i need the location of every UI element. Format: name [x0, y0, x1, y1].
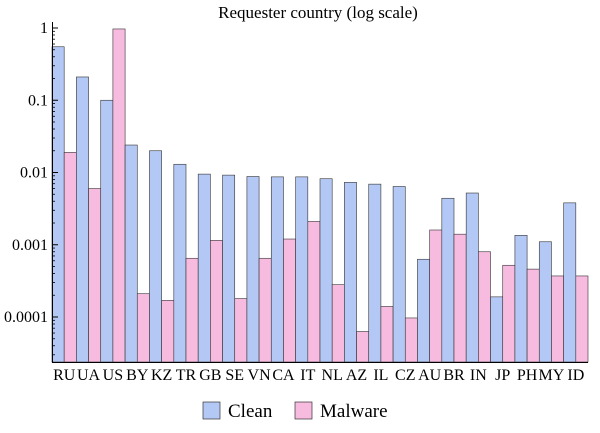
x-tick-label-kz: KZ [151, 367, 172, 384]
x-tick-label-ph: PH [517, 367, 538, 384]
bar-clean-by [124, 144, 138, 363]
x-tick-label-nl: NL [322, 367, 343, 384]
bar-malware-az [356, 331, 370, 363]
x-tick-label-au: AU [418, 367, 442, 384]
bar-malware-ru [63, 152, 77, 363]
x-tick-label-gb: GB [199, 367, 221, 384]
bar-malware-jp [502, 264, 516, 363]
x-tick-label-ca: CA [272, 367, 295, 384]
bar-clean-ca [270, 176, 284, 363]
x-tick-label-vn: VN [248, 367, 272, 384]
bar-malware-us [112, 28, 126, 363]
plot-area [51, 28, 589, 363]
bar-clean-vn [246, 176, 260, 363]
bar-malware-ua [88, 188, 102, 363]
bar-malware-in [478, 251, 491, 363]
x-axis: RU UA US BY KZ TR GB SE VN CA IT NL AZ IL CZ AU BR IN JP PH… [52, 362, 588, 384]
legend-swatch-malware [294, 401, 313, 420]
bar-clean-it [295, 176, 309, 363]
x-tick-label-il: IL [373, 367, 388, 384]
legend: Clean Malware [202, 401, 388, 422]
bar-clean-my [538, 241, 552, 363]
x-tick-label-se: SE [225, 367, 244, 384]
y-tick-label: 0.1 [28, 92, 48, 109]
x-tick-label-my: MY [539, 367, 565, 384]
x-tick-label-az: AZ [346, 367, 367, 384]
bar-malware-ph [526, 268, 540, 363]
bar-clean-tr [173, 163, 187, 363]
bar-malware-ca [283, 238, 296, 363]
legend-label-malware: Malware [320, 401, 388, 422]
bar-clean-id [563, 202, 577, 363]
y-tick-label: 0.001 [12, 237, 48, 254]
x-tick-label-ru: RU [53, 367, 76, 384]
bar-malware-kz [161, 300, 175, 363]
x-tick-label-in: IN [470, 367, 487, 384]
bar-clean-us [100, 99, 114, 363]
x-tick-label-us: US [103, 367, 123, 384]
legend-label-clean: Clean [228, 401, 273, 422]
y-tick-label: 1 [40, 20, 48, 37]
bar-malware-nl [331, 284, 345, 363]
bar-malware-my [551, 275, 564, 363]
bar-malware-il [380, 306, 394, 363]
x-tick-label-by: BY [126, 367, 149, 384]
bar-clean-ua [76, 76, 89, 363]
bar-clean-az [344, 182, 357, 363]
y-tick-label: 0.01 [20, 165, 48, 182]
bar-clean-br [441, 197, 455, 363]
x-tick-label-jp: JP [495, 367, 510, 384]
bar-clean-ru [51, 46, 65, 363]
bar-malware-au [429, 229, 443, 363]
x-tick-label-ua: UA [77, 367, 101, 384]
bar-clean-ph [514, 235, 528, 363]
bar-clean-jp [490, 296, 504, 363]
bar-clean-in [465, 192, 479, 363]
bar-clean-cz [392, 186, 406, 363]
chart-title: Requester country (log scale) [218, 3, 418, 22]
x-tick-label-br: BR [443, 367, 465, 384]
y-axis: 1 0.1 0.01 0.001 0.0001 [4, 20, 58, 362]
x-tick-label-it: IT [300, 367, 315, 384]
bar-malware-tr [185, 257, 199, 363]
bar-malware-id [575, 275, 589, 363]
bar-malware-it [307, 221, 321, 363]
bar-malware-gb [210, 240, 223, 363]
bar-clean-nl [319, 178, 333, 363]
x-tick-label-cz: CZ [395, 367, 415, 384]
bar-clean-il [368, 183, 382, 363]
bar-clean-au [417, 258, 430, 363]
x-tick-label-id: ID [567, 367, 584, 384]
y-tick-label: 0.0001 [4, 309, 48, 326]
bar-malware-se [234, 298, 248, 363]
bar-clean-gb [197, 173, 211, 363]
bar-clean-se [222, 174, 236, 363]
legend-swatch-clean [202, 401, 221, 420]
bar-clean-kz [149, 150, 162, 363]
bar-malware-by [136, 293, 150, 363]
bar-malware-vn [258, 257, 272, 363]
bar-malware-br [453, 233, 467, 363]
bar-malware-cz [404, 317, 418, 363]
x-tick-label-tr: TR [176, 367, 197, 384]
